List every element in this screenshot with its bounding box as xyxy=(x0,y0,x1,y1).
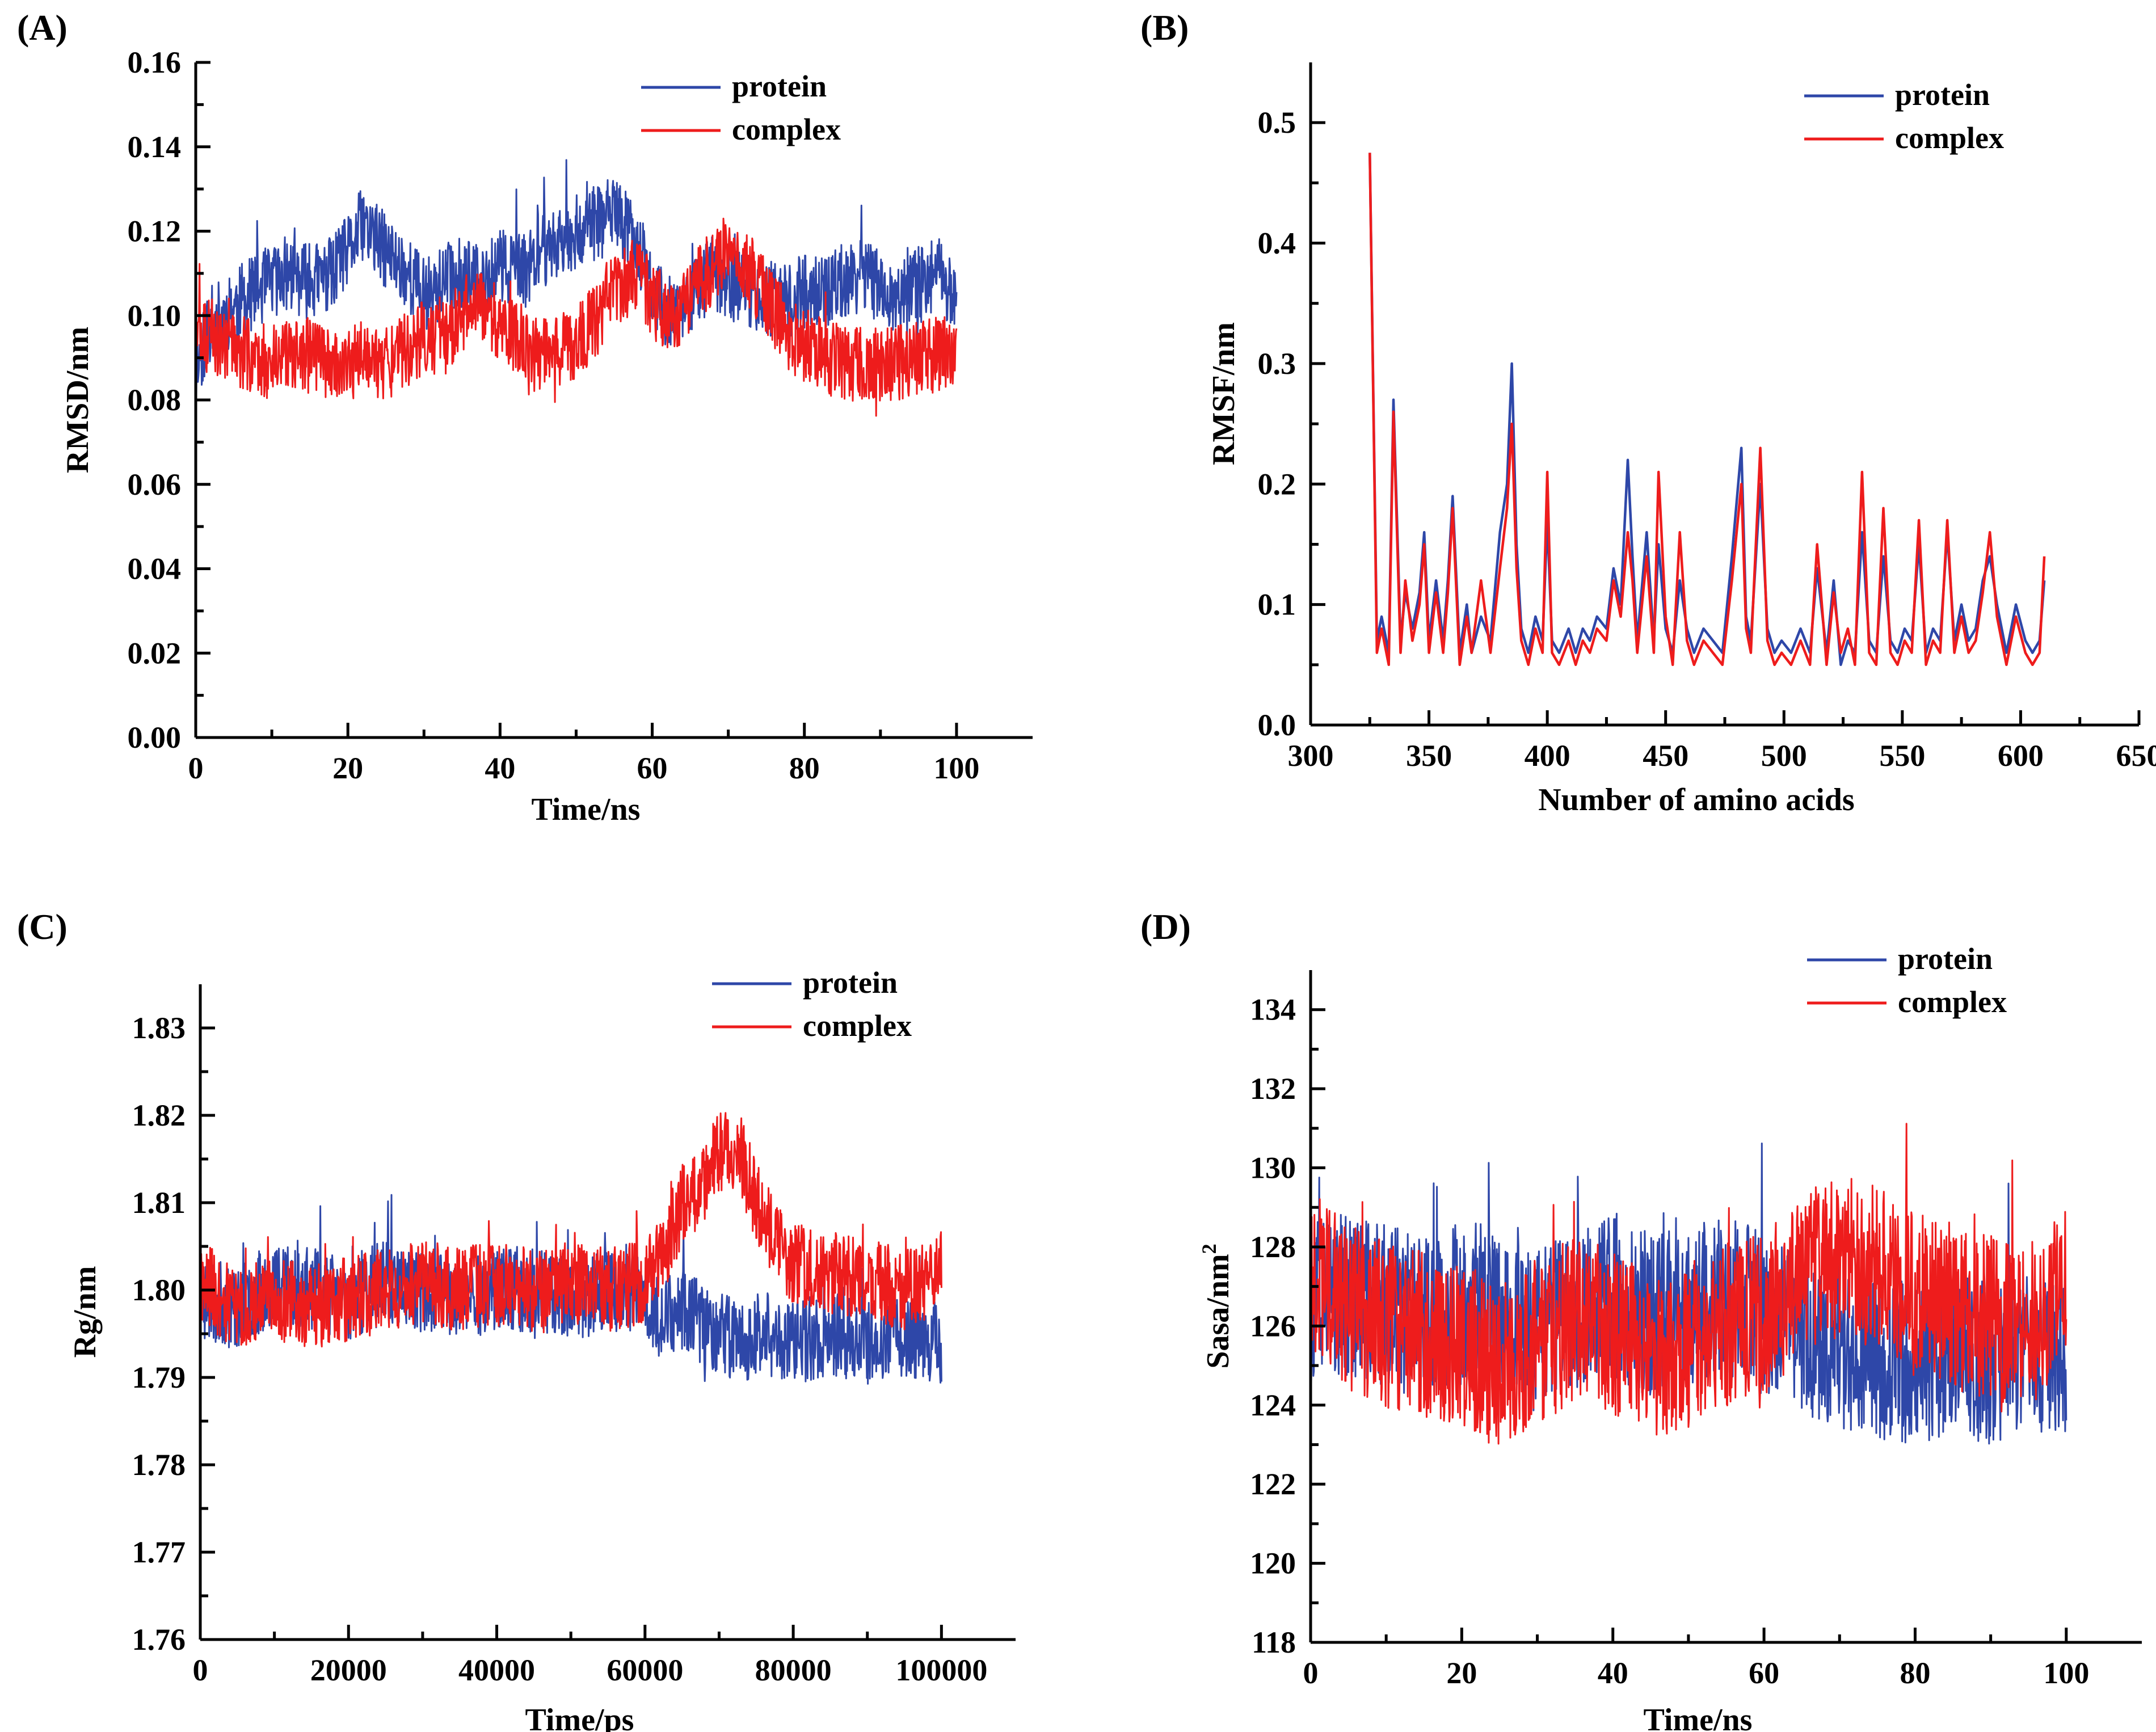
x-axis-title: Number of amino acids xyxy=(1538,782,1854,817)
y-tick-label: 0.4 xyxy=(1258,226,1296,260)
y-tick-label: 1.76 xyxy=(132,1623,186,1657)
x-tick-label: 550 xyxy=(1879,739,1925,773)
x-tick-label: 300 xyxy=(1288,739,1334,773)
y-tick-label: 134 xyxy=(1250,993,1296,1027)
panel-d: (D) 0 20 40 60 80 100 118 120 122 124 126 128 130 132 1… xyxy=(1140,907,2142,1732)
x-tick-label: 80 xyxy=(1900,1656,1930,1690)
legend: protein complex xyxy=(1807,942,2007,1019)
y-tick-label: 1.79 xyxy=(132,1360,186,1394)
legend: protein complex xyxy=(712,966,912,1043)
series-line-complex xyxy=(195,217,958,417)
y-tick-label: 0.5 xyxy=(1258,106,1296,140)
y-tick-label: 0.04 xyxy=(128,552,182,586)
y-tick-label: 1.83 xyxy=(132,1011,186,1045)
y-tick-label: 124 xyxy=(1250,1388,1296,1422)
legend-label-protein: protein xyxy=(1895,78,1990,112)
x-tick-label: 60 xyxy=(1749,1656,1779,1690)
x-axis-title: Time/ns xyxy=(532,792,641,827)
y-tick-label: 0.00 xyxy=(128,720,182,755)
y-tick-label: 0.3 xyxy=(1258,347,1296,381)
x-tick-label: 20000 xyxy=(310,1653,387,1687)
panel-a: (A) 0 20 40 60 80 100 0.00 0.02 0.04 0.06 0.08 0.10 0… xyxy=(17,7,1033,827)
panel-b: (B) 300 350 400 450 500 550 600 650 0.0 0.1 0.2 0.3 0… xyxy=(1140,7,2156,817)
x-axis-title: Time/ps xyxy=(525,1702,634,1732)
legend-label-protein: protein xyxy=(732,69,827,103)
y-tick-label: 0.2 xyxy=(1258,467,1296,501)
x-tick-label: 0 xyxy=(193,1653,208,1687)
y-tick-label: 0.16 xyxy=(128,45,182,79)
legend-label-complex: complex xyxy=(732,112,841,146)
y-axis-title: RMSD/nm xyxy=(60,327,95,473)
x-axis-title: Time/ns xyxy=(1644,1702,1753,1732)
x-tick-label: 0 xyxy=(188,751,204,785)
legend-label-complex: complex xyxy=(1895,121,2004,155)
legend-label-complex: complex xyxy=(803,1009,912,1043)
y-axis-title: RMSF/nm xyxy=(1206,322,1241,465)
y-tick-label: 118 xyxy=(1252,1625,1296,1659)
y-axis-title: Rg/nm xyxy=(68,1266,103,1358)
y-axis-title-base: Sasa/nm xyxy=(1201,1254,1236,1368)
y-tick-label: 122 xyxy=(1250,1467,1296,1501)
y-tick-label: 0.10 xyxy=(128,298,182,332)
panel-label: (B) xyxy=(1140,7,1189,48)
x-tick-label: 0 xyxy=(1303,1656,1319,1690)
y-tick-label: 0.14 xyxy=(128,130,182,164)
x-tick-label: 20 xyxy=(332,751,363,785)
y-tick-label: 1.81 xyxy=(132,1186,186,1220)
y-tick-label: 0.1 xyxy=(1258,588,1296,622)
legend-label-protein: protein xyxy=(803,966,898,1000)
x-tick-label: 60000 xyxy=(607,1653,683,1687)
y-tick-label: 1.77 xyxy=(132,1535,186,1569)
x-tick-label: 100 xyxy=(933,751,979,785)
y-tick-label: 0.02 xyxy=(128,636,182,670)
panel-c: (C) 0 20000 40000 60000 80000 100000 1.76 1.77 1.… xyxy=(17,907,1016,1732)
x-tick-label: 20 xyxy=(1446,1656,1477,1690)
panel-label: (D) xyxy=(1140,907,1191,947)
series-line-complex xyxy=(1309,1123,2067,1445)
series-line-protein xyxy=(195,159,958,398)
x-tick-label: 80 xyxy=(789,751,820,785)
x-tick-label: 450 xyxy=(1643,739,1688,773)
x-tick-label: 600 xyxy=(1998,739,2044,773)
y-tick-label: 0.06 xyxy=(128,467,182,502)
legend-label-protein: protein xyxy=(1898,942,1993,976)
x-tick-label: 350 xyxy=(1406,739,1452,773)
legend: protein complex xyxy=(641,69,841,146)
y-tick-label: 128 xyxy=(1250,1230,1296,1264)
panel-label: (A) xyxy=(17,7,68,48)
x-tick-label: 400 xyxy=(1525,739,1570,773)
series-line-complex xyxy=(199,1112,942,1348)
series-line-complex xyxy=(1368,153,2046,667)
x-tick-label: 40 xyxy=(485,751,515,785)
x-tick-label: 40000 xyxy=(458,1653,535,1687)
y-tick-label: 130 xyxy=(1250,1151,1296,1185)
y-tick-label: 0.08 xyxy=(128,383,182,417)
y-tick-label: 1.78 xyxy=(132,1448,186,1482)
legend: protein complex xyxy=(1804,78,2004,155)
y-tick-label: 132 xyxy=(1250,1072,1296,1106)
panel-label: (C) xyxy=(17,907,68,947)
y-tick-label: 0.12 xyxy=(128,214,182,248)
x-tick-label: 60 xyxy=(637,751,668,785)
x-tick-label: 80000 xyxy=(755,1653,832,1687)
series-line-protein xyxy=(199,1194,942,1385)
y-tick-label: 1.80 xyxy=(132,1273,186,1307)
y-tick-label: 0.0 xyxy=(1258,708,1296,742)
y-axis-title-superscript: 2 xyxy=(1198,1244,1220,1254)
x-tick-label: 100000 xyxy=(895,1653,987,1687)
x-tick-label: 100 xyxy=(2043,1656,2089,1690)
x-tick-label: 650 xyxy=(2116,739,2156,773)
y-tick-label: 120 xyxy=(1250,1546,1296,1581)
y-tick-label: 1.82 xyxy=(132,1098,186,1132)
legend-label-complex: complex xyxy=(1898,985,2007,1019)
y-tick-label: 126 xyxy=(1250,1309,1296,1343)
x-tick-label: 40 xyxy=(1598,1656,1628,1690)
x-tick-label: 500 xyxy=(1761,739,1807,773)
y-axis-title: Sasa/nm2 xyxy=(1198,1244,1236,1368)
